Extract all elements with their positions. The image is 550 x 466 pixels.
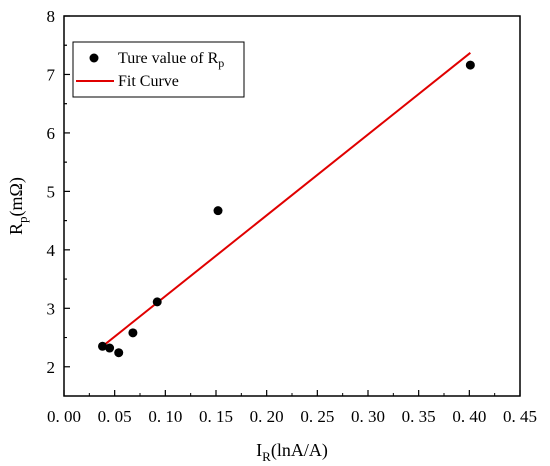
legend: Ture value of Rp Fit Curve: [72, 41, 245, 98]
legend-box: [72, 41, 245, 98]
y-axis-label-rest: (mΩ): [6, 177, 27, 216]
y-axis-label-subscript: p: [15, 216, 30, 223]
legend-scatter-label-subscript: p: [218, 56, 224, 70]
y-tick-label: 5: [47, 182, 56, 201]
y-tick-label: 2: [47, 358, 56, 377]
x-tick-label: 0. 20: [250, 407, 284, 426]
x-axis-label-main: I: [256, 440, 262, 460]
x-axis-label: IR(lnA/A): [256, 440, 328, 464]
x-tick-label: 0. 25: [300, 407, 334, 426]
y-tick-label: 6: [47, 124, 56, 143]
y-tick-label: 3: [47, 299, 56, 318]
legend-fit-curve-label: Fit Curve: [118, 73, 179, 90]
data-point: [114, 348, 124, 358]
x-tick-label: 0. 45: [503, 407, 537, 426]
data-point: [98, 341, 108, 351]
legend-scatter-label-main: Ture value of R: [118, 50, 219, 67]
data-point: [213, 206, 223, 216]
x-tick-label: 0. 35: [402, 407, 436, 426]
legend-scatter-label: Ture value of Rp: [118, 50, 224, 70]
data-point: [152, 297, 162, 307]
x-axis-label-subscript: R: [262, 449, 271, 464]
y-tick-label: 8: [47, 7, 56, 26]
x-axis-label-rest: (lnA/A): [271, 440, 328, 461]
plot-frame: [63, 15, 521, 397]
x-tick-label: 0. 30: [351, 407, 385, 426]
x-tick-label: 0. 05: [98, 407, 132, 426]
x-tick-label: 0. 15: [199, 407, 233, 426]
data-point: [105, 343, 115, 353]
plot-layer: [98, 52, 475, 358]
fit-curve-line: [101, 52, 471, 348]
y-axis-label-main: R: [6, 223, 26, 235]
x-tick-label: 0. 00: [47, 407, 81, 426]
data-point: [465, 60, 475, 70]
y-axis-label: Rp(mΩ): [6, 177, 30, 235]
data-point: [128, 328, 138, 338]
legend-scatter-marker: [89, 53, 99, 63]
x-tick-label: 0. 40: [452, 407, 486, 426]
x-tick-label: 0. 10: [148, 407, 182, 426]
tick-layer: 0. 00 0. 05 0. 10 0. 15 0. 20 0. 25 0. 30 0. 35…: [47, 7, 538, 426]
y-tick-label: 4: [47, 241, 56, 260]
y-tick-label: 7: [47, 65, 56, 84]
